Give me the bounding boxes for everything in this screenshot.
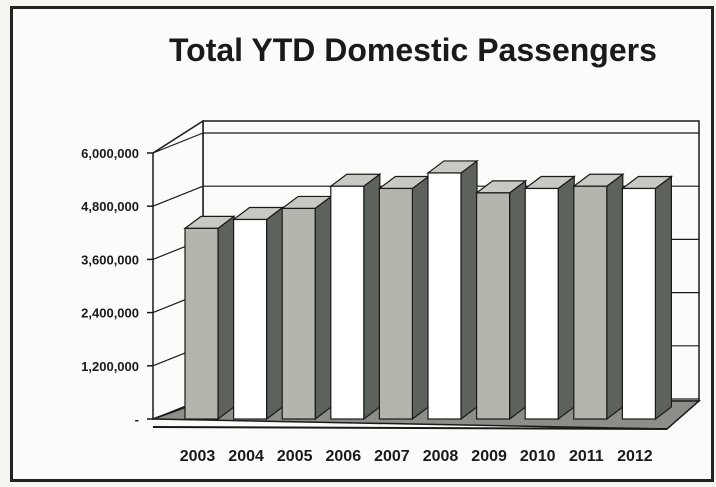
bar-side xyxy=(606,173,624,421)
grid-line xyxy=(152,185,204,207)
y-tick-label: 4,800,000 xyxy=(81,199,139,214)
x-tick-label: 2008 xyxy=(423,448,459,465)
y-tick-label: 2,400,000 xyxy=(81,306,139,321)
bar-face xyxy=(330,185,365,420)
y-tick-label: - xyxy=(135,412,139,427)
y-tick-labels: - 1,200,000 2,400,000 3,600,000 4,800,000 6,0… xyxy=(81,146,139,427)
bar-2010 xyxy=(523,175,577,421)
x-tick-label: 2011 xyxy=(569,448,604,465)
chart-frame: Total YTD Domestic Passengers - 1,200,000… xyxy=(10,6,714,482)
bar-side xyxy=(217,215,235,421)
bar-side xyxy=(509,179,527,421)
bar-face xyxy=(621,187,657,420)
grid-line xyxy=(152,132,204,154)
bar-2011 xyxy=(571,173,625,421)
x-tick-label: 2007 xyxy=(374,448,410,465)
bar-2008 xyxy=(426,159,479,421)
bar-2007 xyxy=(377,175,431,421)
bar-2006 xyxy=(328,173,382,421)
x-axis-line xyxy=(152,426,668,430)
y-tick-label: 1,200,000 xyxy=(81,359,139,374)
chart-svg: Total YTD Domestic Passengers - 1,200,000… xyxy=(81,32,701,465)
x-tick-labels: 2003 2004 2005 2006 2007 2008 2009 2010 2011 2012 xyxy=(180,448,653,465)
bars xyxy=(183,159,674,421)
chart-title: Total YTD Domestic Passengers xyxy=(169,32,657,68)
bar-side xyxy=(557,175,575,421)
bar-face xyxy=(378,187,413,420)
bar-2003 xyxy=(183,215,236,421)
x-tick-label: 2004 xyxy=(228,448,264,465)
bar-side xyxy=(314,195,332,421)
bar-side xyxy=(654,175,673,421)
bar-side xyxy=(411,175,429,421)
bar-face xyxy=(233,218,268,420)
bar-side xyxy=(266,206,284,421)
bar-face xyxy=(524,187,559,420)
bar-face xyxy=(281,207,316,420)
x-tick-label: 2003 xyxy=(180,448,216,465)
y-tick-label: 3,600,000 xyxy=(81,252,139,267)
bar-2009 xyxy=(474,179,528,421)
bar-side xyxy=(363,173,381,421)
bar-2005 xyxy=(280,195,334,421)
bar-face xyxy=(184,227,219,420)
x-tick-label: 2005 xyxy=(277,448,313,465)
bar-face xyxy=(573,185,608,420)
x-tick-label: 2009 xyxy=(471,448,507,465)
bar-face xyxy=(476,192,511,420)
bar-2004 xyxy=(231,206,285,421)
y-tick-label: 6,000,000 xyxy=(81,146,139,161)
bar-side xyxy=(460,159,478,421)
x-tick-label: 2010 xyxy=(520,448,556,465)
x-tick-label: 2006 xyxy=(326,448,362,465)
bar-2012 xyxy=(620,175,674,421)
x-tick-label: 2012 xyxy=(617,448,653,465)
bar-face xyxy=(427,172,462,420)
